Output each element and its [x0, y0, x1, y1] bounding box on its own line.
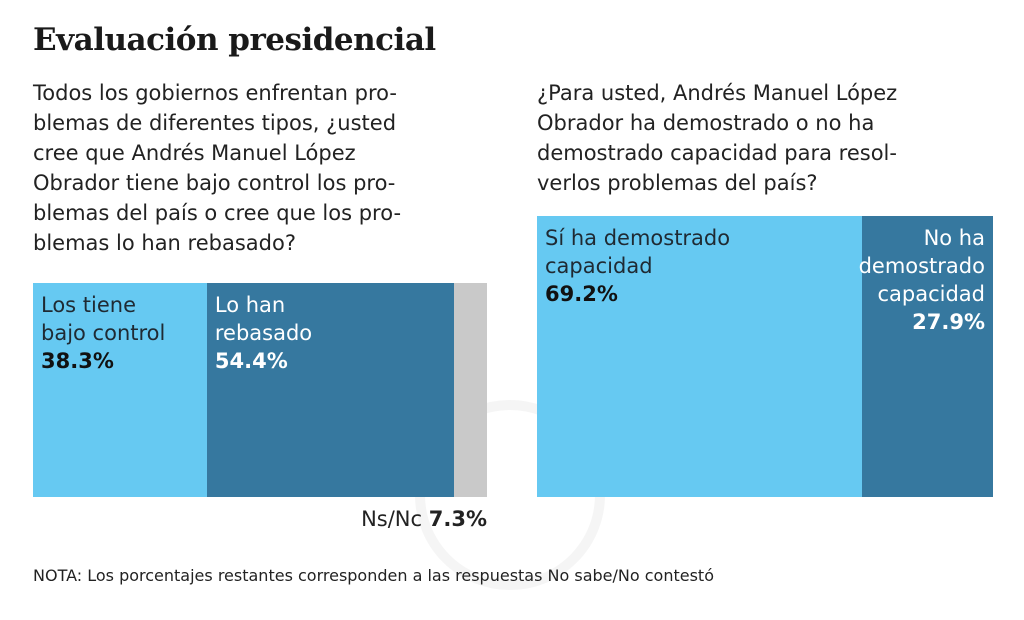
segment-bajo-control: Los tiene bajo control 38.3% — [33, 283, 207, 497]
question-2: ¿Para usted, Andrés Manuel López Obrador… — [537, 81, 898, 195]
segment-rebasado: Lo han rebasado 54.4% — [206, 283, 454, 497]
bar-control: Los tiene bajo control 38.3% Lo han reba… — [33, 283, 487, 497]
segment-label: Sí ha demostrado capacidad — [545, 226, 731, 278]
segment-no-capacidad: No ha demostrado capacidad 27.9% — [859, 216, 993, 497]
nsnc-value: 7.3% — [428, 507, 487, 531]
segment-value: 69.2% — [545, 282, 618, 306]
segment-label: Los tiene bajo control — [41, 293, 166, 345]
segment-si-capacidad: Sí ha demostrado capacidad 69.2% — [537, 216, 862, 497]
nsnc-label: Ns/Nc 7.3% — [361, 507, 487, 531]
segment-value: 38.3% — [41, 349, 114, 373]
footnote: NOTA: Los porcentajes restantes correspo… — [33, 566, 714, 585]
nsnc-text: Ns/Nc — [361, 507, 423, 531]
bar-capacidad: Sí ha demostrado capacidad 69.2% No ha d… — [537, 216, 993, 497]
segment-value: 27.9% — [912, 310, 985, 334]
segment-label: Lo han rebasado — [214, 293, 313, 345]
segment-value: 54.4% — [214, 349, 288, 373]
page-title: Evaluación presidencial — [33, 22, 436, 58]
segment-nsnc — [453, 283, 487, 497]
question-1: Todos los gobiernos enfrentan pro- blema… — [33, 81, 402, 255]
segment-label: No ha demostrado capacidad — [858, 226, 985, 306]
